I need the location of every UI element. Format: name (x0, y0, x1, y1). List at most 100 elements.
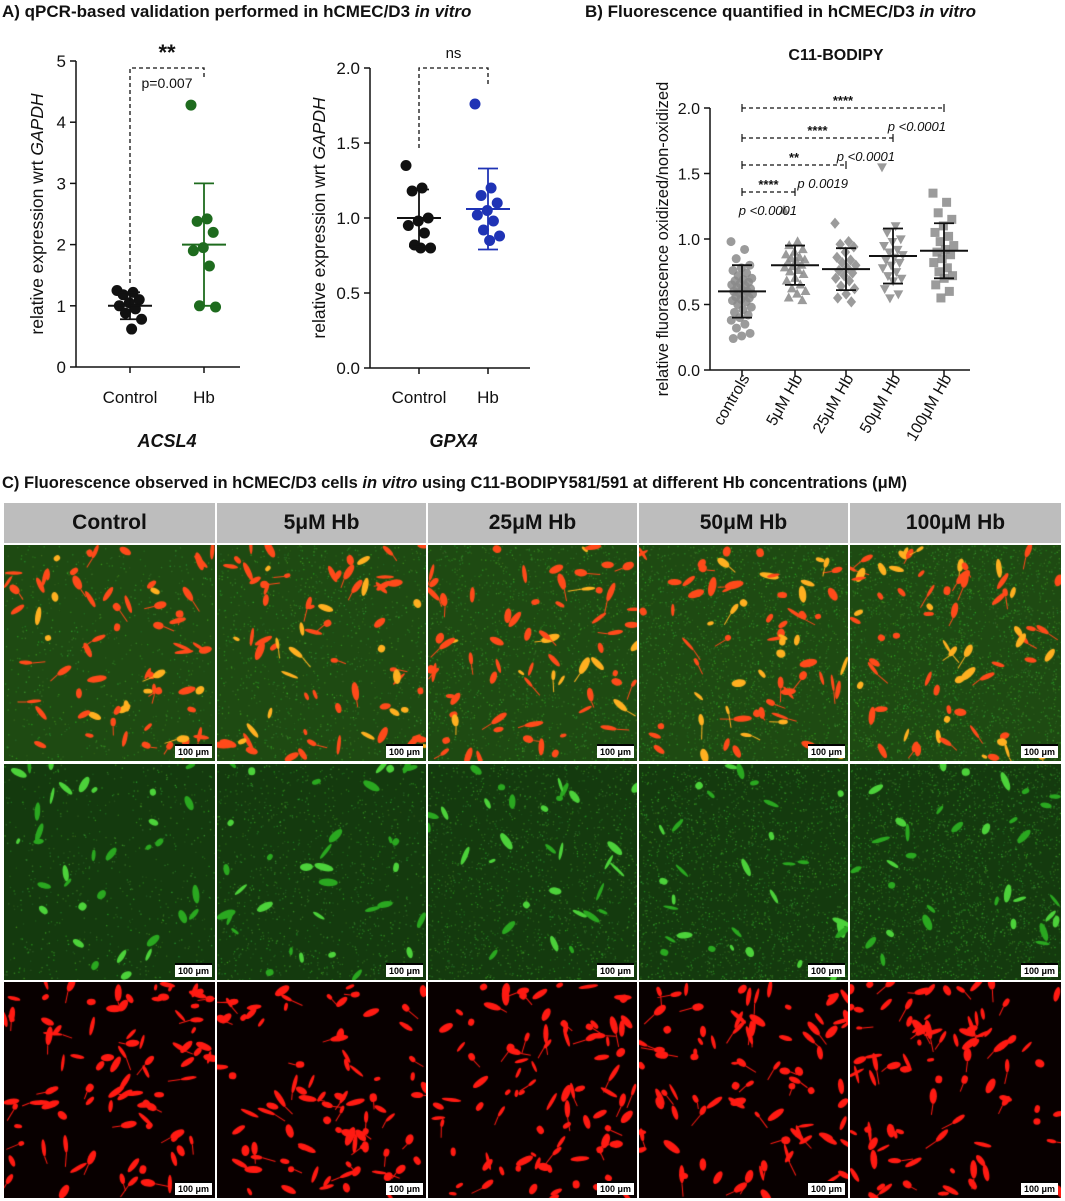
bodipy-p-value: p <0.0001 (836, 149, 895, 164)
bodipy-data-point (947, 214, 957, 224)
gpx4-data-point (469, 98, 481, 110)
acsl4-significance-bracket (129, 67, 205, 283)
scale-bar: 100 μm (385, 1181, 423, 1195)
panel-c-title-text: C) Fluorescence observed in hCMEC/D3 cel… (2, 474, 363, 492)
gpx4-y-axis-label: relative expression wrt GAPDH (309, 97, 329, 339)
acsl4-data-point (191, 215, 203, 227)
micrograph-tile: 100 μm (639, 545, 848, 761)
bodipy-data-point (877, 163, 887, 173)
micrograph-tile: 100 μm (4, 545, 215, 761)
gpx4-y-axis-label-gene: GAPDH (309, 97, 329, 160)
bodipy-data-point (896, 274, 907, 284)
bodipy-data-point (792, 288, 803, 298)
bodipy-data-point (849, 283, 860, 295)
micrograph-image (850, 982, 1061, 1198)
bodipy-data-point (944, 286, 954, 296)
bodipy-data-point (884, 294, 895, 304)
acsl4-y-tick-label: 2 (57, 236, 66, 255)
micrograph-tile: 100 μm (428, 982, 637, 1198)
acsl4-y-tick-label: 1 (57, 297, 66, 316)
bodipy-data-point (797, 295, 808, 305)
bodipy-y-tick-label: 0.5 (678, 298, 700, 315)
panel-c-title: C) Fluorescence observed in hCMEC/D3 cel… (2, 474, 907, 493)
bodipy-data-point (934, 267, 944, 277)
bodipy-data-point (746, 302, 756, 312)
bodipy-data-point (935, 237, 945, 247)
gpx4-data-point (487, 215, 499, 227)
acsl4-data-point (133, 294, 145, 306)
column-header: 50μM Hb (639, 503, 848, 543)
bodipy-data-point (830, 217, 840, 229)
bodipy-data-point (833, 292, 843, 304)
scale-bar: 100 μm (596, 744, 634, 758)
scale-bar: 100 μm (385, 963, 423, 977)
bodipy-data-point (946, 250, 956, 260)
bodipy-data-point (797, 244, 808, 254)
gpx4-data-point (425, 242, 437, 254)
bodipy-data-point (847, 267, 858, 279)
bodipy-chart-title: C11-BODIPY (788, 47, 883, 64)
micrograph-tile: 100 μm (217, 982, 426, 1198)
gpx4-data-point (484, 235, 496, 246)
acsl4-y-tick-label: 3 (57, 174, 66, 193)
acsl4-data-point (203, 260, 215, 272)
bodipy-data-point (890, 222, 901, 232)
bodipy-data-point (937, 254, 947, 264)
acsl4-p-value: p=0.007 (142, 75, 193, 91)
micrograph-image (639, 982, 848, 1198)
micrograph-image (4, 545, 215, 761)
bodipy-data-point (792, 236, 803, 246)
acsl4-y-tick-label: 5 (57, 52, 66, 71)
bodipy-p-value: p <0.0001 (887, 119, 946, 134)
bodipy-data-point (731, 323, 741, 333)
panel-c-column-headers: Control 5μM Hb 25μM Hb 50μM Hb 100μM Hb (4, 503, 1061, 543)
bodipy-data-point (884, 248, 895, 258)
acsl4-data-point (207, 226, 219, 238)
acsl4-data-point (187, 245, 199, 257)
panel-b-title: B) Fluorescence quantified in hCMEC/D3 i… (585, 2, 976, 22)
scale-bar: 100 μm (385, 744, 423, 758)
bodipy-data-point (831, 272, 841, 284)
bodipy-data-point (851, 259, 861, 271)
micrograph-image (217, 982, 426, 1198)
bodipy-x-tick-label: 25μM Hb (810, 371, 857, 436)
acsl4-y-axis-label: relative expression wrt GAPDH (27, 93, 47, 335)
bodipy-data-point (784, 240, 795, 250)
micrograph-image (850, 545, 1061, 761)
bodipy-y-tick-label: 1.0 (678, 232, 700, 249)
micrograph-image (639, 764, 848, 980)
gpx4-significance-label: ns (446, 45, 462, 62)
gpx4-x-tick-label: Hb (477, 388, 499, 407)
bodipy-data-point (933, 208, 943, 218)
bodipy-data-point (726, 237, 736, 247)
gpx4-data-point (418, 227, 430, 239)
bodipy-data-point (836, 280, 846, 292)
acsl4-data-point (185, 99, 197, 111)
acsl4-y-axis-label-gene: GAPDH (27, 93, 47, 156)
gpx4-x-tick-label: Control (392, 388, 447, 407)
micrograph-image (428, 764, 637, 980)
bodipy-data-point (798, 268, 809, 278)
bodipy-data-point (931, 280, 941, 290)
panel-c-title-italic: in vitro (362, 474, 418, 492)
acsl4-x-tick-label: Hb (193, 388, 215, 407)
bodipy-p-value: p <0.0001 (738, 203, 797, 218)
bodipy-x-tick-label: 100μM Hb (904, 371, 956, 444)
gpx4-data-point (406, 185, 418, 197)
micrograph-grid: 100 μm 100 μm 100 μm 100 μm 100 μm 100 μm 100 … (4, 545, 1061, 1198)
gpx4-y-tick-label: 1.0 (336, 209, 360, 228)
micrograph-tile: 100 μm (428, 764, 637, 980)
bodipy-data-point (879, 241, 889, 251)
scale-bar: 100 μm (1020, 963, 1058, 977)
scale-bar: 100 μm (174, 1181, 212, 1195)
bodipy-significance-label: **** (833, 93, 854, 108)
bodipy-data-point (783, 292, 794, 302)
bodipy-data-point (832, 251, 842, 263)
gpx4-data-point (402, 220, 414, 231)
micrograph-tile: 100 μm (217, 545, 426, 761)
bodipy-data-point (929, 258, 939, 268)
gpx4-data-point (494, 230, 506, 242)
acsl4-y-tick-label: 0 (57, 358, 66, 377)
bodipy-data-point (844, 275, 855, 287)
bodipy-x-tick-label: controls (711, 372, 754, 429)
